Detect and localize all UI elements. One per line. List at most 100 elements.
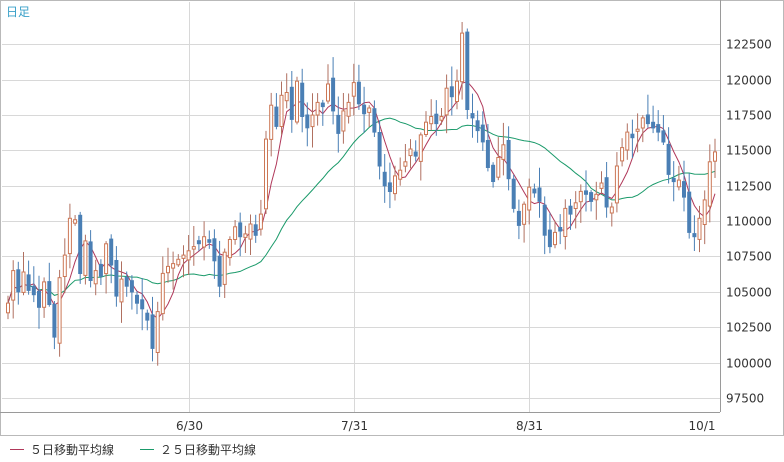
candle	[382, 154, 387, 203]
candle-body	[604, 177, 609, 208]
candle	[212, 229, 217, 279]
candle-body	[83, 240, 88, 276]
candle	[439, 108, 444, 125]
candle	[109, 234, 114, 284]
candle	[305, 102, 310, 147]
candle-body	[687, 191, 692, 233]
candle-body	[475, 120, 480, 132]
candle	[542, 196, 547, 255]
candle	[527, 178, 532, 225]
candle-body	[707, 161, 712, 207]
candle	[614, 152, 619, 213]
candle	[37, 275, 41, 329]
candle-body	[444, 87, 449, 116]
candle-body	[217, 255, 222, 287]
y-tick-label: 105000	[726, 286, 772, 300]
candle-body	[269, 104, 274, 140]
candle-body	[284, 92, 289, 102]
candle-body	[661, 130, 666, 143]
candle-body	[202, 236, 207, 248]
candle-body	[702, 199, 707, 225]
candle	[692, 215, 697, 251]
candle-body	[465, 31, 470, 110]
candle-body	[181, 254, 186, 259]
legend-label-ma5: ５日移動平均線	[30, 442, 115, 457]
candle	[279, 81, 284, 135]
candle	[98, 259, 103, 285]
candle-body	[434, 113, 439, 125]
candle	[42, 277, 47, 318]
candle	[233, 220, 238, 245]
candle	[21, 252, 26, 296]
candle	[671, 161, 676, 202]
candle-body	[398, 169, 403, 180]
candle-body	[656, 124, 661, 133]
candle-body	[470, 113, 475, 119]
candle	[78, 211, 83, 284]
y-tick-label: 117500	[726, 109, 772, 123]
candle	[145, 309, 150, 331]
candle	[258, 199, 263, 236]
candle-body	[274, 106, 279, 127]
candle	[26, 260, 31, 295]
candle-body	[573, 202, 578, 210]
candle-body	[212, 238, 217, 262]
candle-body	[640, 117, 645, 129]
candle	[367, 105, 372, 127]
candle	[326, 64, 330, 104]
candle	[47, 262, 52, 307]
candle	[341, 93, 346, 144]
candle	[253, 214, 258, 243]
candle	[522, 201, 527, 243]
candle-body	[614, 165, 619, 204]
candle	[640, 115, 645, 143]
candle-body	[16, 269, 21, 293]
candle	[93, 259, 98, 296]
candle	[516, 199, 521, 240]
candle	[88, 230, 93, 288]
candle-body	[336, 114, 341, 134]
candle	[424, 111, 428, 137]
candle-body	[713, 151, 717, 162]
candle-body	[387, 182, 392, 192]
candle	[455, 69, 459, 110]
candle	[491, 162, 496, 188]
chart-title: 日足	[6, 5, 30, 19]
candle	[274, 93, 279, 130]
candle-body	[11, 270, 16, 301]
candle	[135, 291, 139, 315]
candle	[687, 173, 692, 239]
candle-body	[341, 110, 346, 132]
candle-body	[485, 140, 490, 168]
candle	[661, 115, 666, 145]
candle-body	[625, 131, 630, 151]
candle-body	[429, 116, 434, 125]
candle-body	[516, 210, 521, 226]
candle-body	[666, 143, 671, 175]
candle	[676, 165, 681, 191]
candle	[584, 170, 588, 212]
candle-body	[480, 124, 485, 143]
candle	[475, 110, 480, 143]
candle	[553, 220, 557, 249]
candle	[289, 71, 294, 133]
legend-item-ma25: ２５日移動平均線	[140, 441, 256, 458]
candle-body	[532, 188, 537, 194]
candle	[140, 278, 145, 331]
candle-body	[253, 224, 258, 236]
candle-body	[227, 239, 232, 259]
candle	[460, 22, 465, 100]
candle	[393, 165, 397, 201]
candle	[635, 113, 640, 153]
candle-body	[408, 148, 413, 157]
candle-body	[191, 246, 196, 250]
candle-body	[243, 233, 248, 238]
candle-body	[651, 121, 656, 129]
candle	[604, 162, 609, 218]
y-tick-label: 112500	[726, 180, 772, 194]
candle	[697, 205, 702, 253]
candle	[73, 215, 78, 226]
y-tick-label: 110000	[726, 215, 772, 229]
candle	[372, 100, 377, 137]
candle-body	[697, 217, 702, 240]
